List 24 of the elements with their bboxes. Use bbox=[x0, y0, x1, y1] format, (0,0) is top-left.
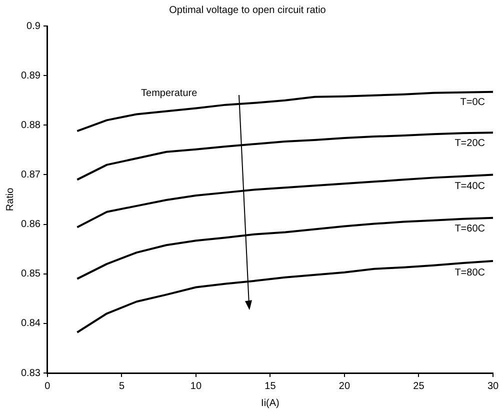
y-axis-title: Ratio bbox=[4, 187, 16, 212]
y-tick-label: 0.88 bbox=[20, 120, 41, 131]
y-tick-label: 0.89 bbox=[20, 70, 41, 82]
x-tick-label: 10 bbox=[190, 380, 202, 392]
y-tick-label: 0.83 bbox=[20, 368, 41, 379]
y-tick-label: 0.84 bbox=[20, 318, 41, 330]
chart-title: Optimal voltage to open circuit ratio bbox=[169, 4, 326, 16]
x-tick-label: 25 bbox=[413, 380, 425, 392]
series-label: T=20C bbox=[454, 138, 485, 149]
y-tick-label: 0.9 bbox=[26, 20, 41, 32]
x-axis-title: Ii(A) bbox=[261, 398, 280, 409]
y-tick-label: 0.87 bbox=[20, 169, 41, 180]
y-tick-label: 0.86 bbox=[20, 219, 41, 230]
x-tick-label: 5 bbox=[118, 380, 125, 392]
x-tick-label: 30 bbox=[487, 380, 499, 392]
y-tick-label: 0.85 bbox=[20, 268, 41, 280]
x-tick-label: 0 bbox=[44, 380, 51, 392]
x-tick-label: 15 bbox=[264, 380, 276, 392]
series-label: T=80C bbox=[454, 268, 485, 279]
series-label: T=40C bbox=[454, 180, 485, 192]
series-label: T=60C bbox=[454, 224, 485, 235]
annotation: Temperature bbox=[141, 88, 198, 100]
series-label: T=0C bbox=[460, 97, 485, 108]
x-tick-label: 20 bbox=[338, 380, 350, 392]
